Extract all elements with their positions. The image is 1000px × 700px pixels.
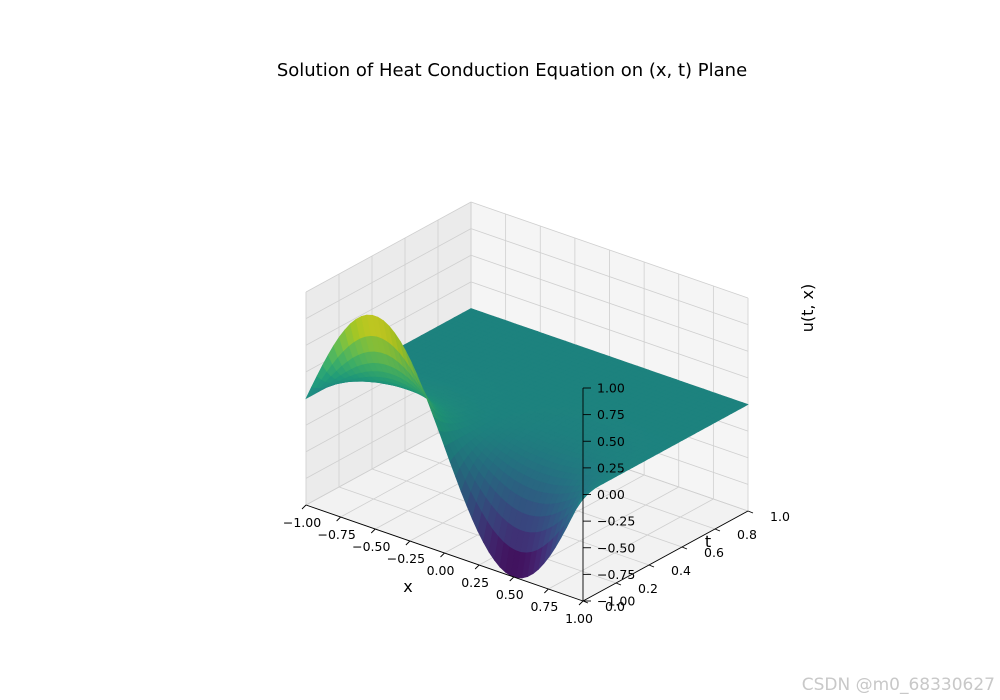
t-tick-label: 0.4 xyxy=(671,563,691,578)
watermark-text: CSDN @m0_68330627 xyxy=(802,675,995,695)
t-tick-label: 0.2 xyxy=(638,581,658,596)
t-tick-mark xyxy=(681,546,688,550)
t-tick-mark xyxy=(648,564,655,568)
tick-labels: −1.00−0.75−0.50−0.250.000.250.500.751.00… xyxy=(283,381,790,627)
x-tick-mark xyxy=(474,564,480,570)
z-tick-label: −0.25 xyxy=(597,514,635,529)
back-gridline-z xyxy=(470,201,749,299)
x-tick-label: 0.50 xyxy=(496,587,524,602)
back-gridline-z xyxy=(470,281,749,379)
x-tick-label: 0.25 xyxy=(461,575,489,590)
t-axis-line xyxy=(582,510,749,602)
z-tick-label: −0.50 xyxy=(597,540,635,555)
surface-plot xyxy=(305,308,749,579)
x-tick-mark xyxy=(440,552,445,558)
t-axis-label: t xyxy=(705,532,711,551)
back-gridline-z xyxy=(470,254,749,352)
t-tick-label: 0.0 xyxy=(605,599,625,614)
x-tick-label: 0.75 xyxy=(530,599,558,614)
x-tick-mark xyxy=(336,516,341,522)
x-axis-label: x xyxy=(403,577,412,596)
x-tick-mark xyxy=(370,528,376,534)
left-gridline-z xyxy=(305,228,472,319)
t-tick-label: 0.6 xyxy=(704,545,724,560)
floor-gridline-x xyxy=(548,498,714,590)
x-tick-mark xyxy=(301,504,307,510)
x-tick-label: −0.50 xyxy=(352,539,390,554)
x-tick-mark xyxy=(405,540,411,546)
chart-title: Solution of Heat Conduction Equation on … xyxy=(277,60,747,81)
t-tick-mark xyxy=(615,582,622,586)
z-tick-label: −1.00 xyxy=(597,594,635,609)
axes-lines xyxy=(301,387,754,606)
x-tick-label: 0.00 xyxy=(427,563,455,578)
back-gridline-z xyxy=(470,228,749,326)
t-tick-mark xyxy=(714,528,721,532)
z-tick-label: 1.00 xyxy=(597,381,625,396)
left-gridline-z xyxy=(305,201,472,293)
x-tick-mark xyxy=(544,588,549,594)
x-tick-mark xyxy=(509,576,515,582)
z-tick-label: 0.00 xyxy=(597,487,625,502)
z-tick-label: −0.75 xyxy=(597,567,635,582)
z-axis-label: u(t, x) xyxy=(798,284,817,333)
x-tick-label: −1.00 xyxy=(283,515,321,530)
left-gridline-z xyxy=(305,254,472,346)
z-tick-label: 0.50 xyxy=(597,434,625,449)
z-tick-label: 0.75 xyxy=(597,407,625,422)
t-tick-label: 1.0 xyxy=(770,509,790,524)
x-tick-mark xyxy=(578,600,584,606)
t-tick-label: 0.8 xyxy=(737,527,757,542)
t-tick-mark xyxy=(747,510,754,514)
x-tick-label: −0.25 xyxy=(387,551,425,566)
z-tick-label: 0.25 xyxy=(597,460,625,475)
floor-gridline-t xyxy=(338,486,617,584)
x-tick-label: −0.75 xyxy=(317,527,355,542)
surface-face xyxy=(577,492,588,507)
x-tick-label: 1.00 xyxy=(565,611,593,626)
